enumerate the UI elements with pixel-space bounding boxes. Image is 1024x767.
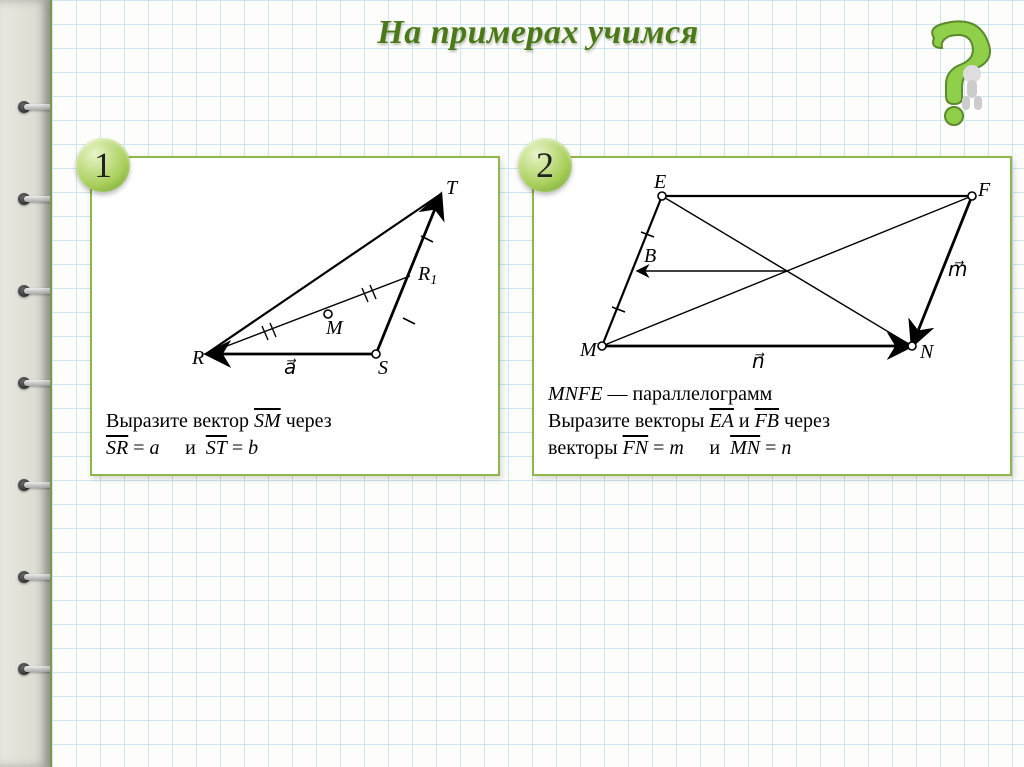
panel-2: M N F E B m⃗ n⃗ MNFE — параллелограмм Вы… xyxy=(532,156,1012,476)
badge-2: 2 xyxy=(518,138,572,192)
page-title: На примерах учимся xyxy=(52,14,1024,52)
svg-text:n⃗: n⃗ xyxy=(752,351,765,373)
svg-text:N: N xyxy=(919,341,935,363)
panel2-caption-line3: векторы FN = m⃗ и MN = n⃗ xyxy=(548,435,830,462)
panel2-caption-line1: MNFE — параллелограмм xyxy=(548,381,830,408)
svg-text:a⃗: a⃗ xyxy=(284,357,297,378)
svg-text:M: M xyxy=(579,339,598,361)
svg-text:F: F xyxy=(977,179,991,201)
panel1-caption-line2: SR = a⃗ и ST = b⃗ xyxy=(106,435,332,462)
svg-text:T: T xyxy=(446,177,459,199)
svg-text:E: E xyxy=(653,171,666,193)
svg-text:M: M xyxy=(325,317,344,339)
badge-1: 1 xyxy=(76,138,130,192)
panel2-caption: MNFE — параллелограмм Выразите векторы E… xyxy=(548,381,830,462)
page: На примерах учимся 1 xyxy=(50,0,1024,767)
panel2-caption-line2: Выразите векторы EA и FB через xyxy=(548,408,830,435)
svg-text:B: B xyxy=(644,245,656,267)
svg-text:S: S xyxy=(378,357,388,378)
diagram-parallelogram: M N F E B m⃗ n⃗ xyxy=(548,168,1000,376)
panel-1: R S T M R1 a⃗ Выразите вектор SM через S… xyxy=(90,156,500,476)
svg-text:m⃗: m⃗ xyxy=(948,259,967,281)
mascot-question-icon xyxy=(906,18,1016,128)
svg-text:R: R xyxy=(191,347,204,369)
notebook-binding xyxy=(0,0,50,767)
diagram-triangle: R S T M R1 a⃗ xyxy=(106,168,486,378)
panel1-caption: Выразите вектор SM через SR = a⃗ и ST = … xyxy=(106,408,332,462)
panel1-caption-line1: Выразите вектор SM через xyxy=(106,408,332,435)
svg-text:R1: R1 xyxy=(417,263,437,288)
